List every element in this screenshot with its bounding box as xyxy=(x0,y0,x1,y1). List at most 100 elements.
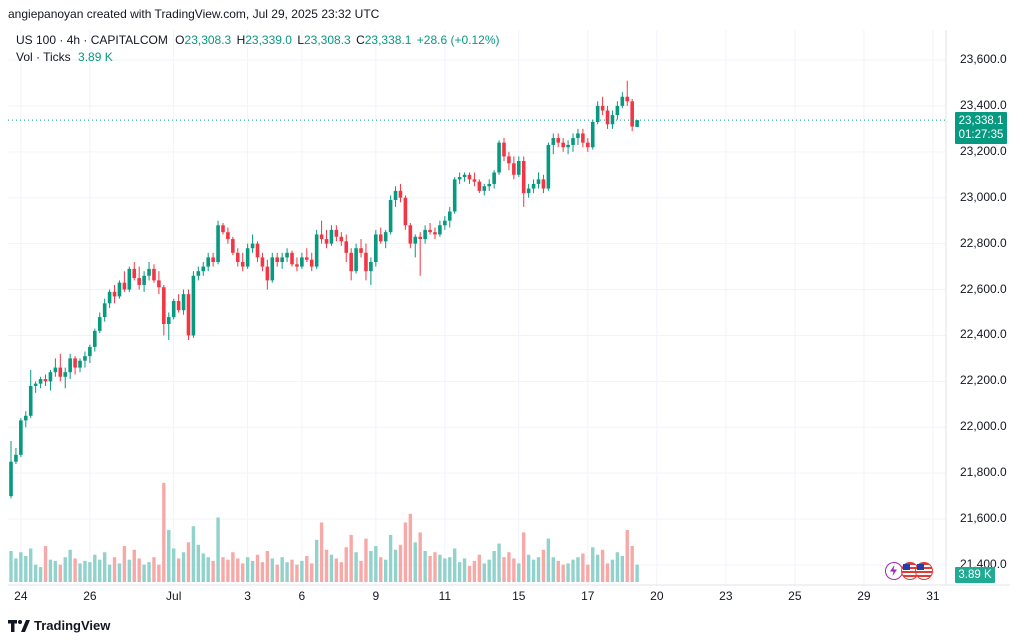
volume-label[interactable]: Vol · Ticks xyxy=(16,50,71,64)
candle-body xyxy=(344,241,349,253)
volume-bar xyxy=(339,562,344,582)
last-volume-tag: 3.89 K xyxy=(955,567,995,583)
candle-body xyxy=(28,385,33,416)
candle-body xyxy=(112,291,117,297)
volume-bar xyxy=(231,552,235,582)
candle-body xyxy=(590,121,595,148)
candle-body xyxy=(595,105,600,122)
candle-body xyxy=(201,266,206,272)
volume-bar xyxy=(48,559,53,582)
candle-body xyxy=(295,264,299,267)
candle-body xyxy=(9,461,13,497)
symbol-label[interactable]: US 100 · 4h · CAPITALCOM xyxy=(16,33,168,47)
volume-bar xyxy=(408,513,413,582)
candle-body xyxy=(122,282,127,290)
volume-bar xyxy=(221,557,225,582)
volume-bar xyxy=(591,547,595,582)
candle-body xyxy=(551,138,556,145)
volume-bar xyxy=(33,564,38,582)
close-value: 23,338.1 xyxy=(364,33,412,47)
volume-bar xyxy=(438,554,442,582)
volume-bar xyxy=(132,549,136,582)
candle-body xyxy=(433,232,437,235)
candle-body xyxy=(43,379,48,382)
volume-bar xyxy=(68,549,72,582)
time-tick-label: 11 xyxy=(438,589,452,603)
volume-bar xyxy=(566,563,570,582)
volume-bar xyxy=(171,548,176,582)
price-tick-label: 23,600.0 xyxy=(960,52,1007,66)
candle-body xyxy=(576,133,580,139)
time-tick-label: 3 xyxy=(244,589,251,603)
price-tick-label: 22,400.0 xyxy=(960,327,1007,342)
candle-body xyxy=(586,142,590,148)
candle-body xyxy=(196,271,201,276)
candle-body xyxy=(235,252,240,262)
us-flag-event-icon-2[interactable] xyxy=(915,562,933,580)
candle-body xyxy=(620,96,625,106)
candle-body xyxy=(403,197,408,226)
volume-bar xyxy=(122,546,127,582)
candle-body xyxy=(97,317,102,331)
time-tick-label: 9 xyxy=(372,589,380,603)
volume-bar xyxy=(467,565,472,582)
candle-body xyxy=(191,275,196,336)
volume-bar xyxy=(162,482,166,582)
candle-body xyxy=(221,225,225,233)
volume-bar xyxy=(181,552,186,582)
volume-bar xyxy=(615,552,620,582)
candle-body xyxy=(438,225,442,235)
candle-body xyxy=(334,229,339,237)
candle-body xyxy=(467,174,472,180)
candle-body xyxy=(447,211,452,221)
candle-body xyxy=(305,257,309,260)
volume-bar xyxy=(600,549,605,582)
candle-body xyxy=(171,301,176,318)
volume-bar xyxy=(433,552,437,582)
change-value: +28.6 (+0.12%) xyxy=(416,33,500,47)
candle-body xyxy=(275,257,280,262)
volume-bar xyxy=(280,557,284,582)
candle-body xyxy=(630,101,634,127)
close-label: C xyxy=(356,33,365,47)
candle-body xyxy=(561,142,565,148)
footer-brand[interactable]: TradingView xyxy=(8,618,110,633)
candle-body xyxy=(245,248,250,267)
volume-bar xyxy=(255,554,260,582)
volume-bar xyxy=(226,559,230,582)
volume-bar xyxy=(526,554,531,582)
candle-body xyxy=(226,232,230,240)
candle-body xyxy=(398,190,403,198)
volume-bar xyxy=(512,558,516,582)
volume-bar xyxy=(374,546,378,582)
time-tick-label: 6 xyxy=(298,589,306,603)
volume-bar xyxy=(9,551,13,582)
candle-body xyxy=(216,225,220,262)
volume-bar xyxy=(581,553,585,582)
time-tick-label: Jul xyxy=(166,589,182,603)
candle-body xyxy=(339,236,344,242)
candle-body xyxy=(388,200,393,233)
candle-body xyxy=(556,138,561,143)
candle-body xyxy=(625,96,630,102)
candle-body xyxy=(512,163,516,175)
volume-bar xyxy=(93,554,97,582)
volume-bar xyxy=(546,538,551,582)
volume-bar xyxy=(487,559,491,582)
candle-body xyxy=(462,174,467,178)
volume-bar xyxy=(275,564,279,582)
candle-body xyxy=(526,188,531,194)
volume-bar xyxy=(571,559,575,582)
volume-bar xyxy=(635,564,639,582)
volume-bar xyxy=(344,547,348,582)
candle-body xyxy=(78,360,82,368)
volume-bar xyxy=(334,558,339,582)
volume-bar xyxy=(625,529,629,582)
volume-bar xyxy=(236,558,240,582)
price-tick-label: 22,000.0 xyxy=(960,419,1007,434)
chart-grid xyxy=(8,30,946,585)
chart-attribution: angiepanoyan created with TradingView.co… xyxy=(8,7,380,21)
volume-bar xyxy=(561,564,565,582)
candle-body xyxy=(211,257,215,262)
